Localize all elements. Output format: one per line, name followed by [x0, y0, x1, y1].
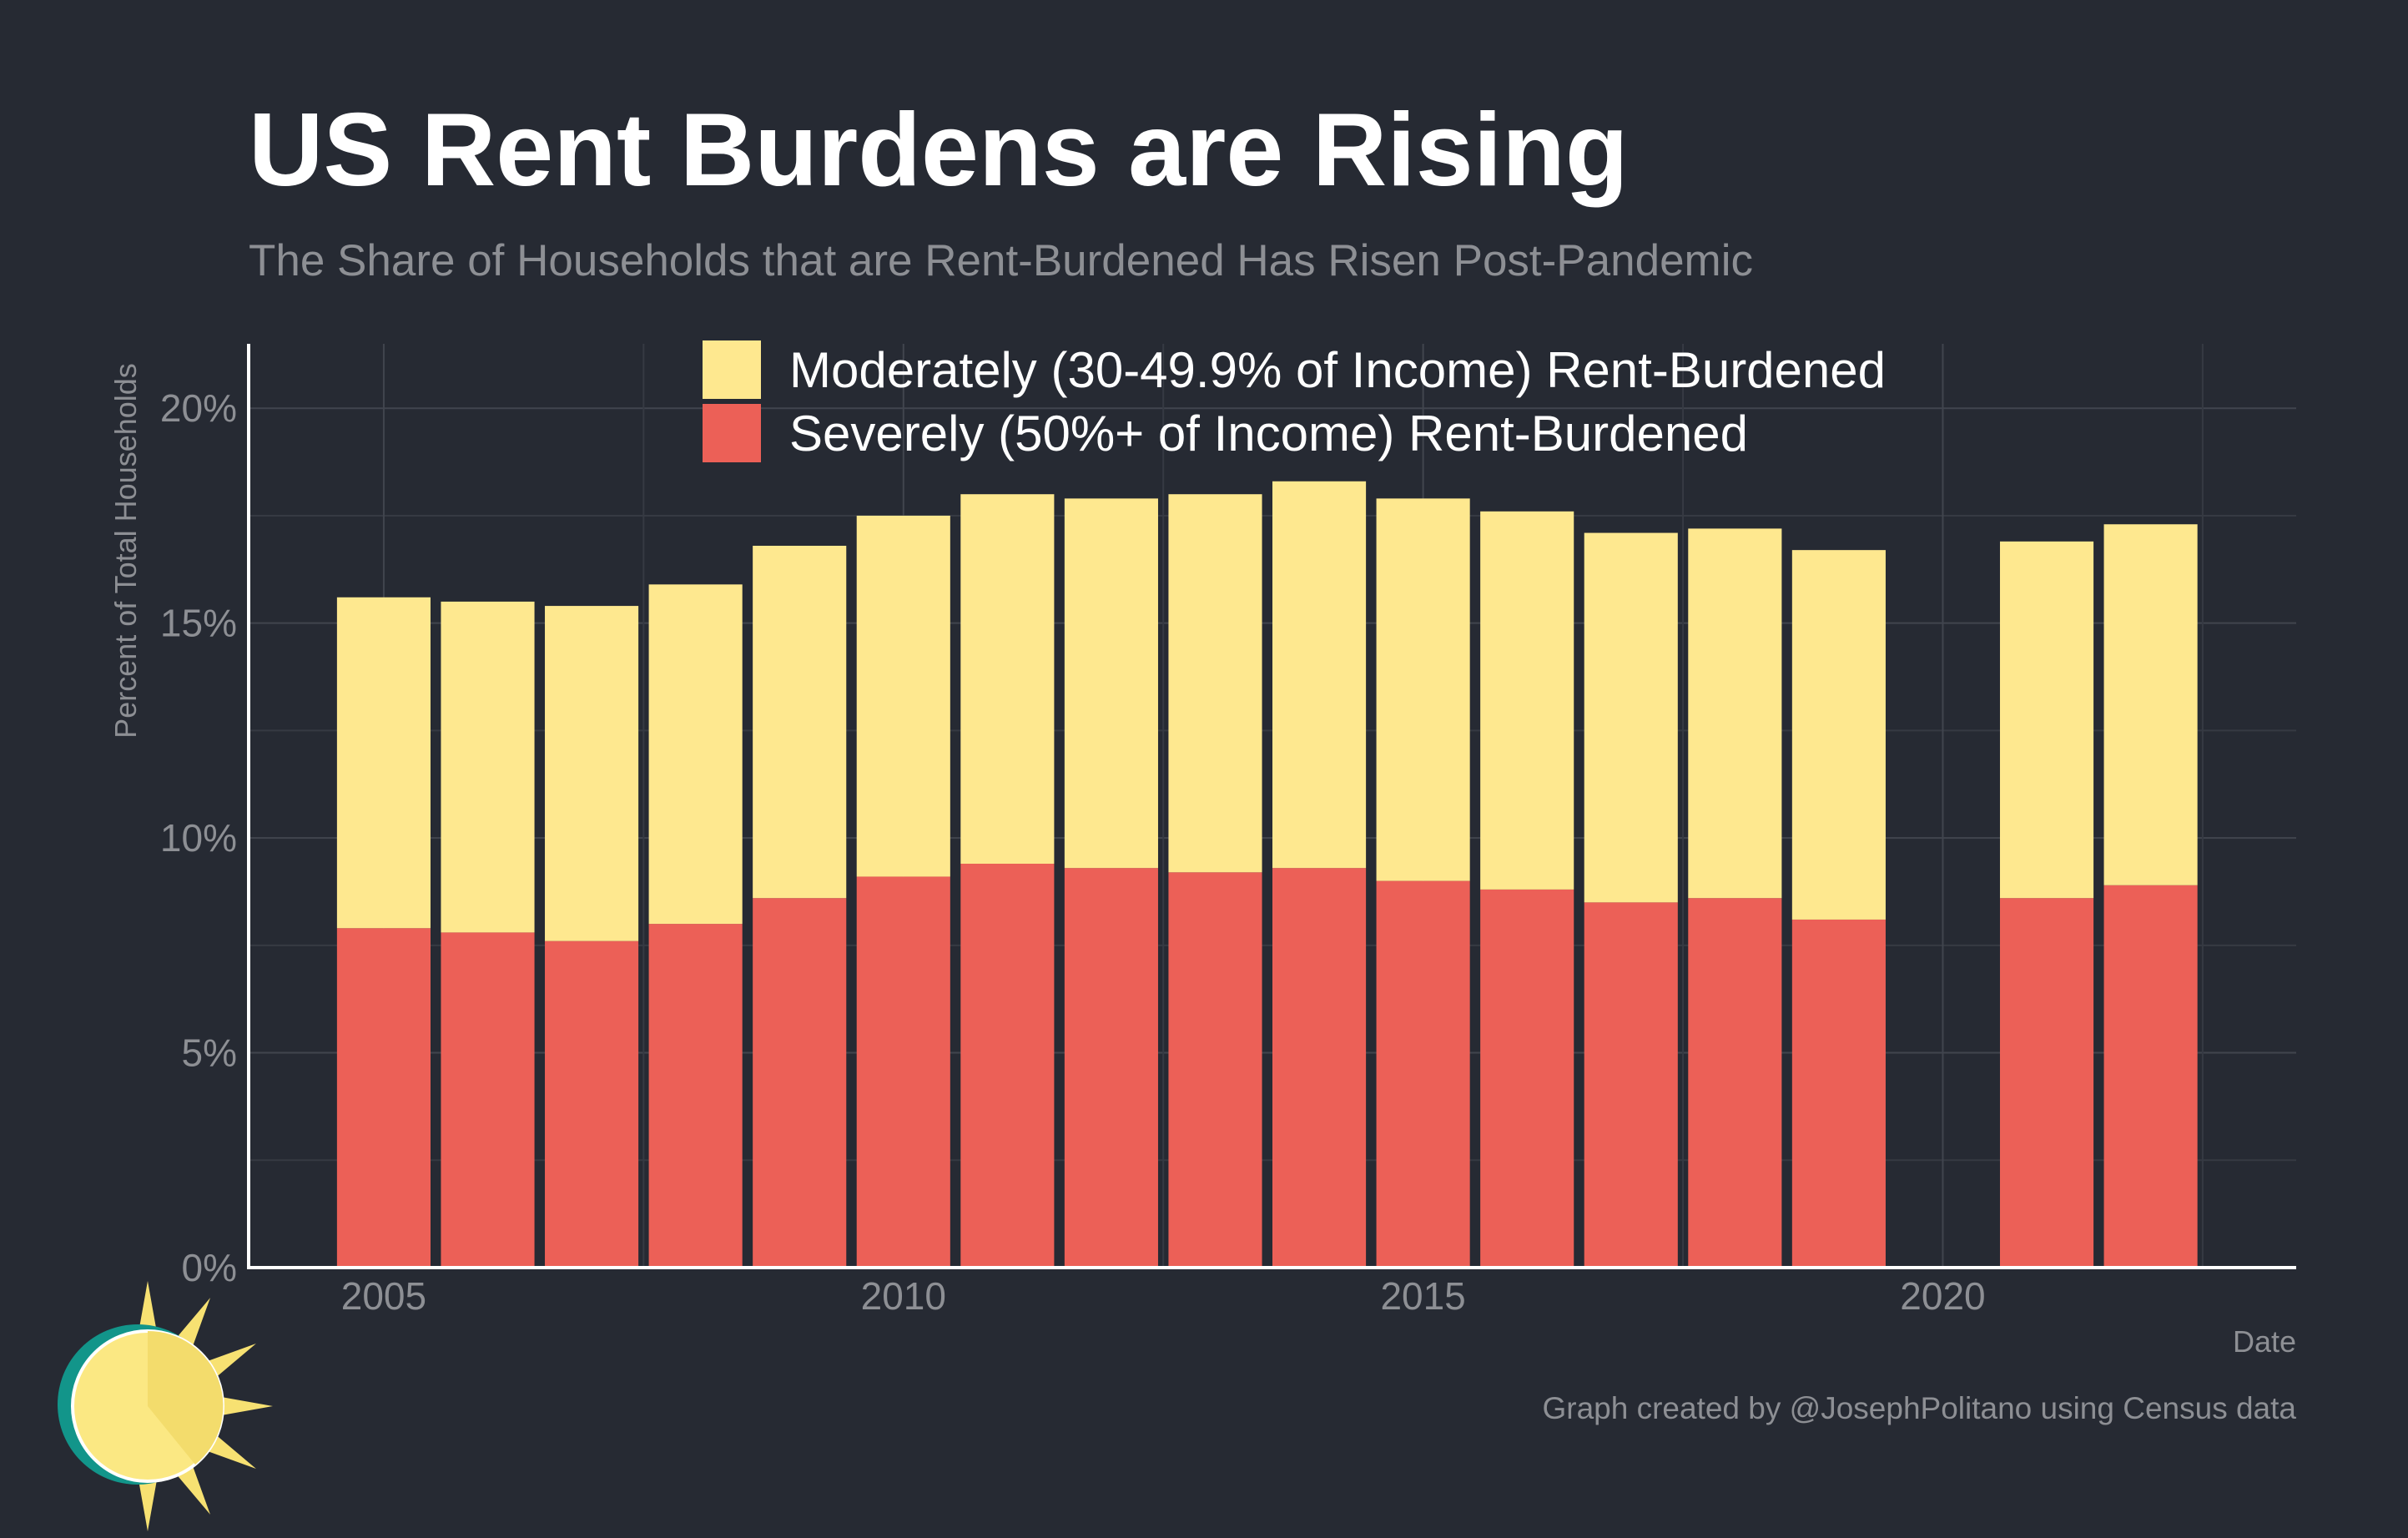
bar-moderate-2014 — [1272, 481, 1367, 869]
bar-moderate-2008 — [648, 584, 743, 925]
bar-moderate-2010 — [856, 515, 950, 877]
x-tick-label: 2010 — [861, 1274, 946, 1318]
bar-moderate-2022 — [2103, 524, 2198, 885]
legend-swatch — [703, 404, 761, 462]
bar-moderate-2005 — [336, 597, 431, 929]
bar-severe-2017 — [1584, 902, 1678, 1268]
bar-moderate-2018 — [1688, 528, 1782, 899]
x-tick-label: 2015 — [1380, 1274, 1465, 1318]
sun-logo-icon — [58, 1281, 273, 1531]
x-axis-title: Date — [2233, 1324, 2296, 1359]
bar-severe-2006 — [441, 932, 535, 1268]
x-tick-labels: 2005 2010 2015 2020 — [341, 1274, 1986, 1318]
y-axis-title: Percent of Total Households — [108, 363, 143, 739]
bar-severe-2021 — [1999, 898, 2094, 1268]
y-tick-labels: 0% 5% 10% 15% 20% — [160, 386, 237, 1289]
bar-moderate-2017 — [1584, 532, 1678, 903]
bar-moderate-2016 — [1480, 511, 1574, 890]
bar-severe-2014 — [1272, 868, 1367, 1268]
legend-label: Severely (50%+ of Income) Rent-Burdened — [789, 406, 1748, 461]
y-tick-label: 20% — [160, 386, 237, 430]
chart-subtitle: The Share of Households that are Rent-Bu… — [249, 236, 1753, 285]
bar-moderate-2013 — [1168, 494, 1262, 873]
legend-swatch — [703, 340, 761, 399]
legend: Moderately (30-49.9% of Income) Rent-Bur… — [703, 340, 1886, 462]
bar-moderate-2019 — [1791, 550, 1886, 920]
x-tick-label: 2005 — [341, 1274, 426, 1318]
caption: Graph created by @JosephPolitano using C… — [1542, 1391, 2296, 1425]
bar-severe-2015 — [1376, 880, 1470, 1268]
bar-moderate-2009 — [753, 545, 847, 899]
bar-severe-2010 — [856, 876, 950, 1268]
x-tick-label: 2020 — [1900, 1274, 1985, 1318]
bar-severe-2016 — [1480, 889, 1574, 1268]
sun-shade — [148, 1330, 224, 1465]
bar-moderate-2021 — [1999, 541, 2094, 899]
y-tick-label: 0% — [182, 1246, 237, 1289]
bar-severe-2005 — [336, 928, 431, 1268]
chart-title: US Rent Burdens are Rising — [249, 93, 1629, 208]
bar-severe-2008 — [648, 924, 743, 1268]
bar-moderate-2007 — [545, 606, 639, 941]
bar-severe-2013 — [1168, 872, 1262, 1268]
bar-severe-2019 — [1791, 919, 1886, 1268]
bar-severe-2007 — [545, 940, 639, 1268]
bar-severe-2022 — [2103, 885, 2198, 1268]
bar-moderate-2015 — [1376, 498, 1470, 881]
bar-severe-2009 — [753, 898, 847, 1268]
legend-label: Moderately (30-49.9% of Income) Rent-Bur… — [789, 342, 1886, 398]
y-tick-label: 15% — [160, 602, 237, 645]
bar-severe-2012 — [1064, 868, 1158, 1268]
bar-moderate-2012 — [1064, 498, 1158, 869]
bar-severe-2018 — [1688, 898, 1782, 1268]
bars — [336, 481, 2198, 1268]
bar-moderate-2006 — [441, 601, 535, 933]
axes — [247, 344, 2296, 1269]
bar-severe-2011 — [960, 864, 1055, 1268]
y-tick-label: 5% — [182, 1031, 237, 1075]
y-tick-label: 10% — [160, 816, 237, 860]
bar-moderate-2011 — [960, 494, 1055, 865]
